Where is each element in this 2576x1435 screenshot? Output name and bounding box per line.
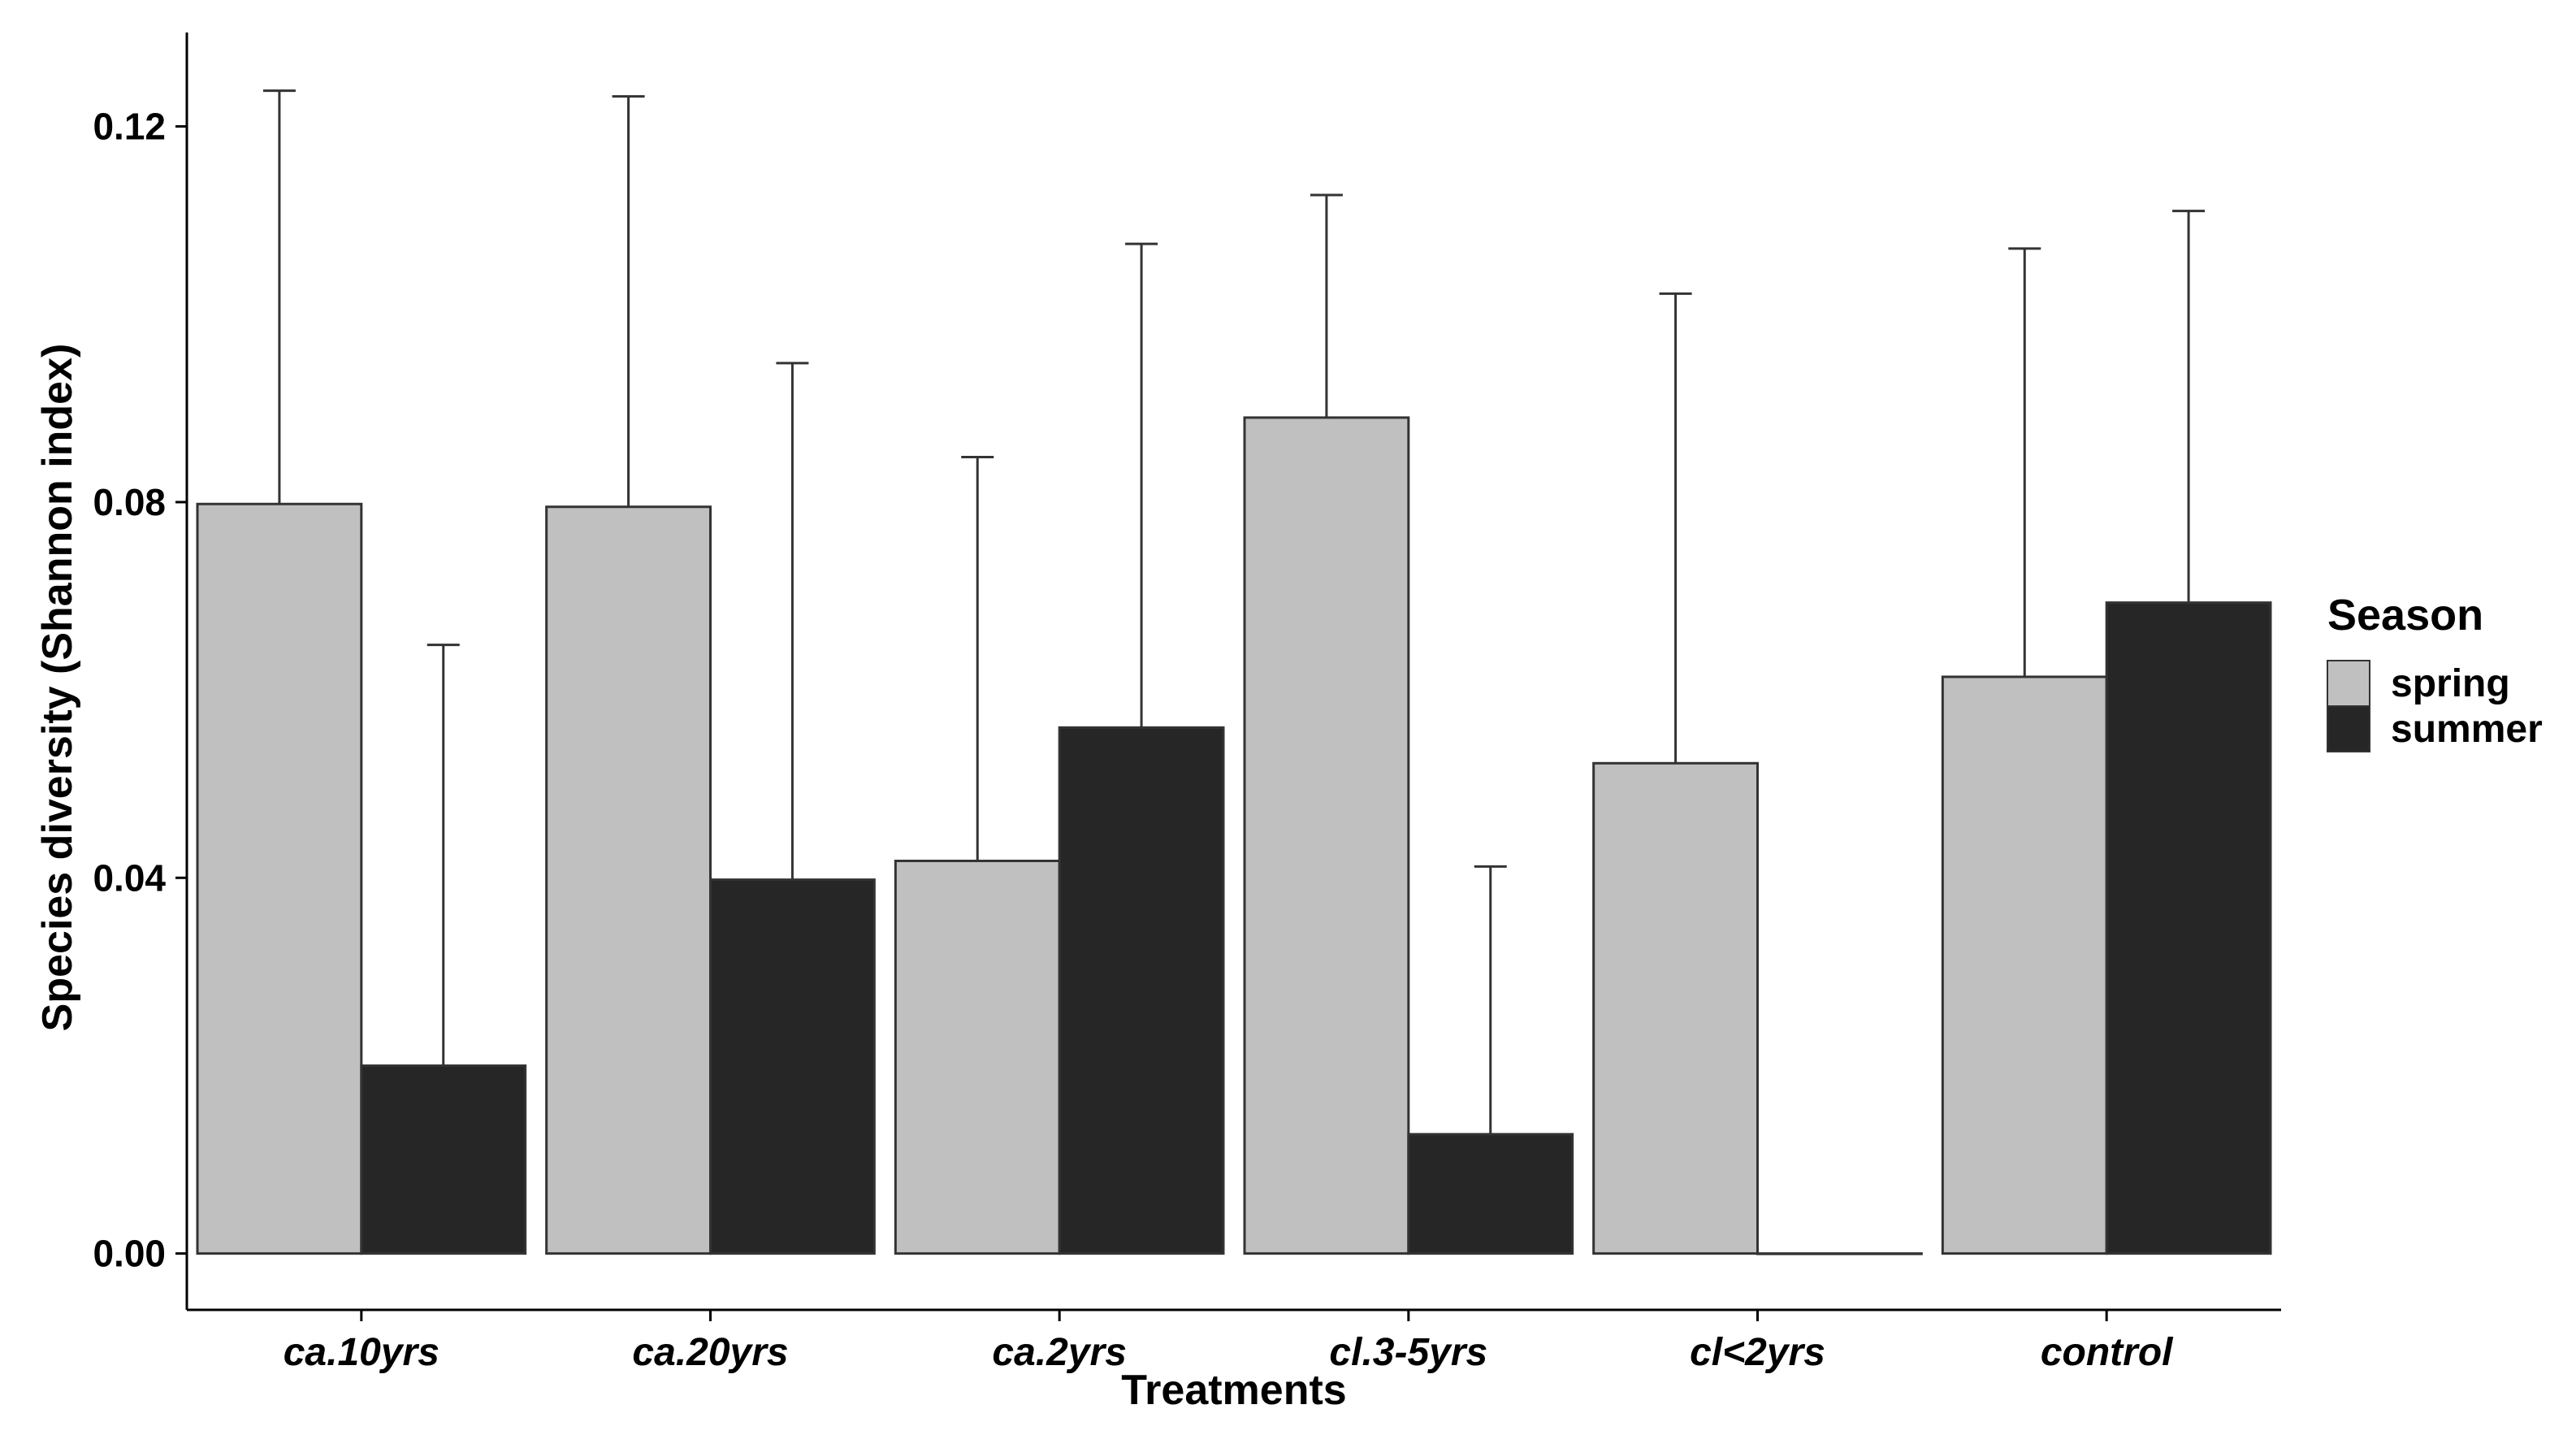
x-tick-label: ca.2yrs — [992, 1331, 1127, 1374]
bar-spring-ca.2yrs — [894, 859, 1061, 1255]
x-axis-ticks: ca.10yrs ca.20yrs ca.2yrs cl.3-5yrs cl<2yrs c… — [284, 1310, 2174, 1374]
legend-title: Season — [2327, 591, 2483, 639]
x-tick-label: control — [2041, 1331, 2174, 1374]
bar-spring-control — [1941, 675, 2108, 1255]
axes — [185, 33, 2281, 1311]
bar-summer-ca.10yrs — [360, 1064, 527, 1255]
y-tick-label: 0.04 — [93, 856, 166, 899]
x-tick-label: ca.20yrs — [632, 1331, 788, 1374]
y-tick-label: 0.00 — [93, 1233, 166, 1275]
bar-spring-cl.3-5yrs — [1243, 416, 1410, 1255]
plot-area — [196, 416, 2272, 1255]
y-tick-label: 0.08 — [93, 481, 166, 523]
bar-spring-ca.10yrs — [196, 502, 363, 1255]
legend-label-spring: spring — [2391, 662, 2510, 705]
x-tick-label: cl<2yrs — [1690, 1331, 1825, 1374]
legend: Season spring summer — [2327, 591, 2543, 752]
bar-summer-ca.2yrs — [1058, 726, 1225, 1255]
bar-summer-control — [2105, 601, 2272, 1255]
x-axis-title: Treatments — [1121, 1367, 1346, 1414]
bar-summer-cl<2yrs — [1756, 1252, 1923, 1255]
bar-spring-cl<2yrs — [1592, 761, 1759, 1255]
legend-swatch-summer — [2327, 705, 2370, 752]
y-tick-label: 0.12 — [93, 106, 166, 148]
bar-summer-ca.20yrs — [709, 878, 876, 1255]
x-tick-label: cl.3-5yrs — [1329, 1331, 1487, 1374]
y-axis-title: Species diversity (Shannon index) — [34, 344, 81, 1032]
y-axis-ticks: 0.00 0.04 0.08 0.12 — [93, 106, 187, 1275]
error-bars — [262, 89, 2206, 1134]
bar-summer-cl.3-5yrs — [1407, 1133, 1574, 1255]
bar-spring-ca.20yrs — [545, 505, 712, 1255]
legend-label-summer: summer — [2391, 708, 2543, 751]
legend-swatch-spring — [2327, 660, 2370, 707]
x-tick-label: ca.10yrs — [284, 1331, 439, 1374]
